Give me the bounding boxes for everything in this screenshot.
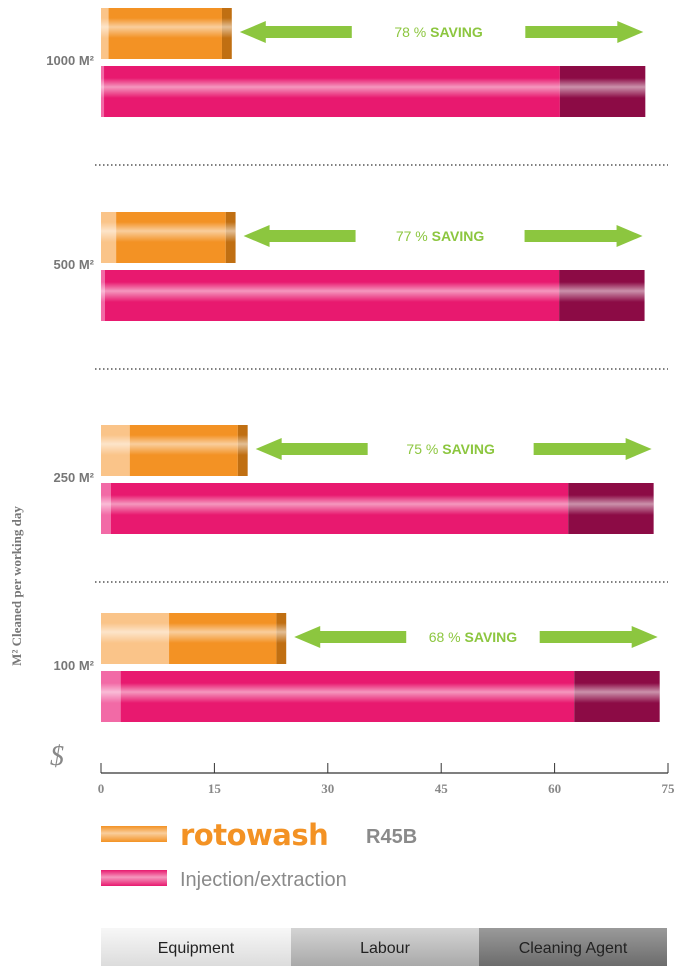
saving-percent: 77 % xyxy=(396,228,432,244)
saving-percent: 68 % xyxy=(429,629,465,645)
legend-injection-sheen xyxy=(101,870,167,886)
saving-arrow-left xyxy=(294,626,407,648)
saving-word: SAVING xyxy=(432,228,485,244)
bar-group: 1000 M² 78 % SAVING xyxy=(46,8,668,166)
saving-label: 78 % SAVING xyxy=(394,24,483,40)
component-swatch-equipment xyxy=(101,928,291,966)
component-swatch-cleaning-agent xyxy=(479,928,667,966)
injection-bar-sheen xyxy=(101,282,645,302)
rotowash-bar-sheen xyxy=(101,435,248,455)
component-label-equipment: Equipment xyxy=(158,940,235,957)
injection-bar-sheen xyxy=(101,683,660,703)
saving-arrow-left xyxy=(243,225,356,247)
saving-arrow-left xyxy=(239,21,352,43)
bar-group: 500 M² 77 % SAVING xyxy=(54,212,668,370)
saving-word: SAVING xyxy=(430,24,483,40)
currency-symbol: $ xyxy=(50,741,64,772)
saving-word: SAVING xyxy=(465,629,518,645)
legend-injection: Injection/extraction xyxy=(101,869,347,891)
saving-arrow-right xyxy=(539,626,658,648)
component-label-labour: Labour xyxy=(360,940,410,957)
x-tick-label: 60 xyxy=(548,781,561,796)
x-tick-label: 45 xyxy=(435,781,449,796)
x-tick-label: 30 xyxy=(321,781,334,796)
saving-arrow-right xyxy=(533,438,652,460)
legend-rotowash-sheen xyxy=(101,826,167,842)
y-axis-title: M² Cleaned per working day xyxy=(9,506,24,666)
x-axis-ticks: 0 15 30 45 60 75 xyxy=(98,763,675,796)
bar-group: 100 M² 68 % SAVING xyxy=(54,613,660,722)
legend-injection-label: Injection/extraction xyxy=(180,869,347,891)
saving-arrow-right xyxy=(525,21,644,43)
saving-word: SAVING xyxy=(442,441,495,457)
bar-group: 250 M² 75 % SAVING xyxy=(54,425,668,583)
group-label: 1000 M² xyxy=(46,53,94,68)
x-tick-label: 15 xyxy=(208,781,222,796)
saving-percent: 75 % xyxy=(406,441,442,457)
saving-arrow-right xyxy=(524,225,643,247)
component-swatch-labour xyxy=(291,928,479,966)
x-tick-label: 0 xyxy=(98,781,105,796)
injection-bar-sheen xyxy=(101,78,646,98)
saving-label: 75 % SAVING xyxy=(406,441,495,457)
group-label: 250 M² xyxy=(54,470,95,485)
injection-bar-sheen xyxy=(101,495,654,515)
saving-arrow-left xyxy=(255,438,368,460)
rotowash-bar-sheen xyxy=(101,222,236,242)
rotowash-logo: rotowash xyxy=(180,818,328,852)
rotowash-bar-sheen xyxy=(101,18,232,38)
components-legend: Equipment Labour Cleaning Agent xyxy=(101,928,667,966)
x-tick-label: 75 xyxy=(662,781,676,796)
saving-percent: 78 % xyxy=(394,24,430,40)
group-label: 500 M² xyxy=(54,257,95,272)
legend-rotowash: rotowash R45B xyxy=(101,818,417,852)
rotowash-bar-sheen xyxy=(101,623,287,643)
saving-label: 77 % SAVING xyxy=(396,228,485,244)
rotowash-model: R45B xyxy=(366,826,417,848)
group-label: 100 M² xyxy=(54,658,95,673)
component-label-cleaning-agent: Cleaning Agent xyxy=(519,940,628,957)
saving-label: 68 % SAVING xyxy=(429,629,518,645)
